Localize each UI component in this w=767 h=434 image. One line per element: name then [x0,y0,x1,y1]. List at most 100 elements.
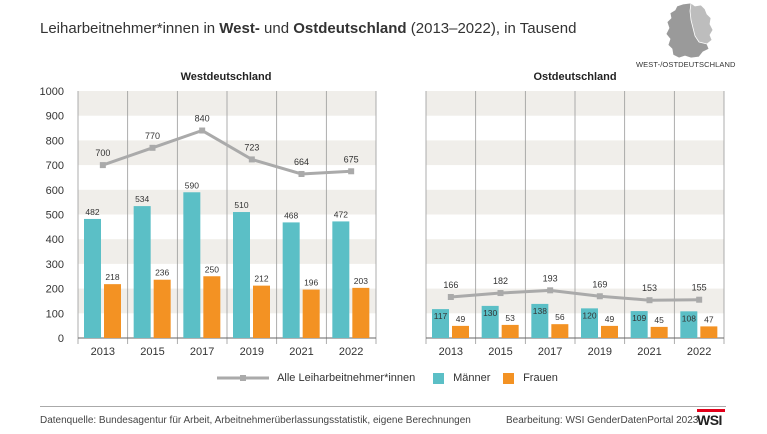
data-label-men: 468 [284,210,298,220]
legend-item-women: Frauen [503,372,558,384]
total-marker [298,170,305,177]
x-tick-label: 2022 [339,346,363,358]
total-marker [149,144,156,151]
data-label-total: 840 [195,114,210,124]
data-label-men: 117 [434,311,448,321]
title-prefix: Leiharbeitnehmer*innen in [40,20,220,37]
total-marker [99,162,106,169]
data-label-women: 53 [505,313,515,323]
data-label-total: 770 [145,131,160,141]
footer-source: Datenquelle: Bundesagentur für Arbeit, A… [40,415,471,426]
x-tick-label: 2017 [190,346,214,358]
bar-men [531,303,549,338]
data-label-women: 236 [155,268,169,278]
bar-women [104,284,121,338]
total-marker [497,290,504,297]
y-tick-label: 900 [46,111,64,123]
total-marker [646,297,653,304]
bar-men [233,212,250,338]
x-tick-label: 2013 [91,346,115,358]
data-label-total: 664 [294,157,309,167]
x-tick-label: 2015 [140,346,164,358]
data-label-total: 193 [543,273,558,283]
bar-men [680,311,698,338]
data-label-women: 49 [605,314,615,324]
legend-item-total: Alle Leiharbeitnehmer*innen [215,372,415,384]
data-label-men: 120 [582,310,596,320]
bar-women [253,285,270,338]
data-label-women: 49 [456,314,466,324]
data-label-men: 130 [483,308,497,318]
data-label-women: 218 [105,272,119,282]
panel-title: Westdeutschland [181,71,272,83]
bar-women [501,324,519,338]
bar-women [650,326,668,338]
data-label-men: 590 [185,180,199,190]
legend-men-label: Männer [453,372,491,384]
data-label-total: 182 [493,276,508,286]
title-und: und [259,20,294,37]
panel-title: Ostdeutschland [533,71,616,83]
total-marker [447,293,454,300]
bar-men [332,221,350,338]
chart-title: Leiharbeitnehmer*innen in West- und Ostd… [40,20,576,37]
data-label-women: 203 [354,276,368,286]
data-label-total: 675 [344,154,359,164]
title-west: West- [219,20,260,37]
bar-men [84,218,101,338]
data-label-men: 108 [682,313,696,323]
data-label-total: 166 [443,280,458,290]
y-tick-label: 700 [46,160,64,172]
bar-men [183,192,201,338]
x-tick-label: 2021 [289,346,313,358]
bar-women [551,324,569,338]
x-tick-label: 2019 [588,346,612,358]
data-label-total: 723 [244,142,259,152]
legend-item-men: Männer [433,372,490,384]
x-tick-label: 2021 [637,346,661,358]
data-label-men: 472 [334,209,348,219]
bar-women [352,287,370,338]
y-tick-label: 100 [46,308,64,320]
legend-women-swatch [503,372,514,384]
data-label-men: 109 [632,313,646,323]
chart-area: 0 100 200 300 400 500 600 700 800 900 1000 Westdeut… [40,71,725,358]
data-label-women: 45 [654,315,664,325]
bar-women [302,289,320,338]
bar-men [581,308,598,338]
footer-divider [40,406,726,407]
legend-men-swatch [433,372,444,384]
bar-men [630,311,648,338]
total-marker [547,287,554,294]
x-tick-label: 2019 [240,346,264,358]
bar-women [601,325,618,338]
total-marker [199,127,206,134]
data-label-women: 250 [205,264,219,274]
x-tick-label: 2013 [439,346,463,358]
x-tick-label: 2022 [687,346,711,358]
data-label-total: 169 [592,279,607,289]
bar-women [203,276,221,338]
title-suffix: (2013–2022), in Tausend [406,20,577,37]
y-tick-label: 200 [46,284,64,296]
total-marker [596,293,603,300]
data-label-women: 212 [254,274,268,284]
y-tick-label: 800 [46,135,64,147]
map-label: WEST-/OSTDEUTSCHLAND [636,60,736,69]
total-marker [248,156,255,163]
y-tick-label: 0 [58,333,64,345]
legend-total-label: Alle Leiharbeitnehmer*innen [277,372,416,384]
data-label-men: 138 [533,306,547,316]
title-ost: Ostdeutschland [293,20,407,37]
total-marker [348,168,355,175]
data-label-men: 482 [85,207,99,217]
data-label-women: 47 [704,314,714,324]
wsi-logo-text: WSI [697,412,722,428]
data-label-total: 153 [642,283,657,293]
x-tick-label: 2015 [488,346,512,358]
x-tick-label: 2017 [538,346,562,358]
data-label-total: 155 [692,283,707,293]
wsi-logo: WSI [697,409,725,428]
y-tick-label: 1000 [40,86,64,98]
total-line [450,288,700,302]
